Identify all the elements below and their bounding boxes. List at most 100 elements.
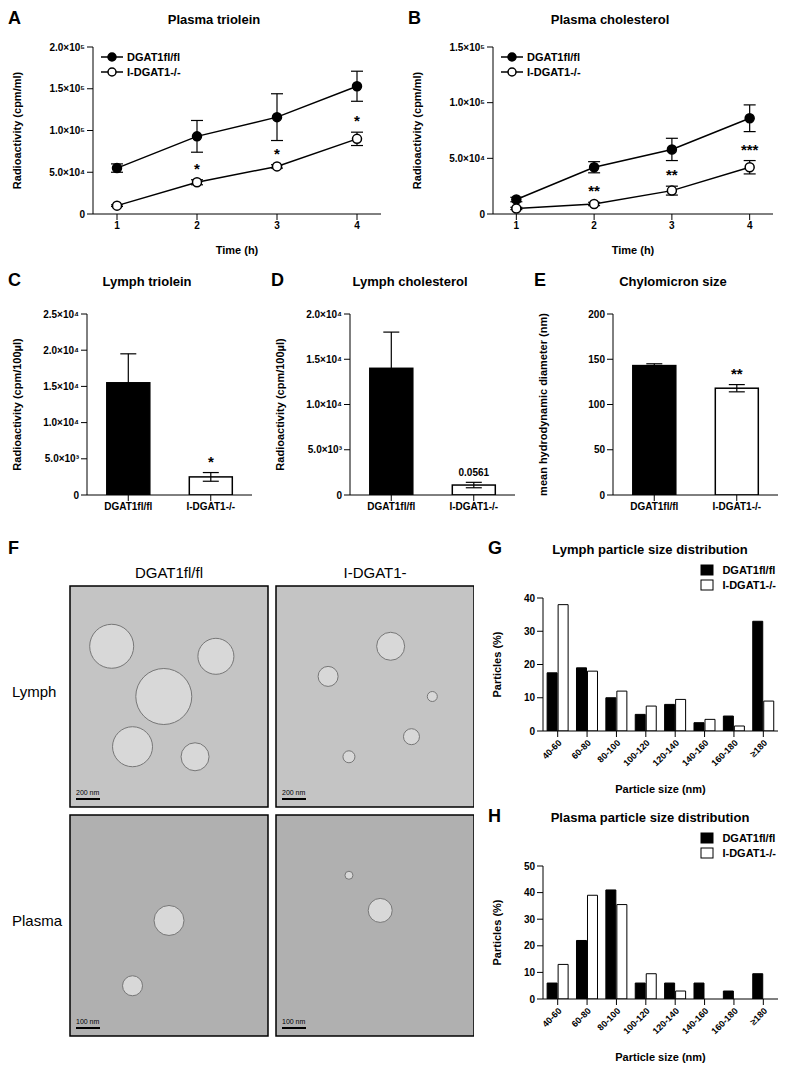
svg-text:1: 1 bbox=[114, 220, 120, 231]
svg-text:1.0×10⁴: 1.0×10⁴ bbox=[43, 417, 79, 428]
html-text:Plasma triolein: Plasma triolein bbox=[167, 12, 261, 27]
svg-text:1.0×10⁴: 1.0×10⁴ bbox=[306, 399, 342, 410]
svg-text:1.5×10⁴: 1.5×10⁴ bbox=[43, 381, 79, 392]
svg-text:Radioactivity (cpm/100µl): Radioactivity (cpm/100µl) bbox=[274, 338, 286, 471]
svg-text:*: * bbox=[208, 453, 214, 470]
svg-text:2: 2 bbox=[194, 220, 200, 231]
svg-text:0.0561: 0.0561 bbox=[459, 467, 490, 478]
svg-text:100 nm: 100 nm bbox=[76, 1018, 100, 1025]
svg-text:1: 1 bbox=[514, 220, 520, 231]
svg-text:DGAT1fl/fl: DGAT1fl/fl bbox=[104, 501, 152, 512]
svg-text:DGAT1fl/fl: DGAT1fl/fl bbox=[135, 564, 203, 581]
svg-text:4: 4 bbox=[747, 220, 753, 231]
svg-text:2.0×10⁴: 2.0×10⁴ bbox=[43, 345, 79, 356]
svg-text:Particle size (nm): Particle size (nm) bbox=[615, 783, 706, 795]
svg-text:**: ** bbox=[731, 365, 743, 382]
svg-text:100 nm: 100 nm bbox=[282, 1018, 306, 1025]
svg-text:Time (h): Time (h) bbox=[216, 244, 259, 256]
svg-text:200 nm: 200 nm bbox=[282, 789, 306, 796]
svg-text:160-180: 160-180 bbox=[709, 738, 739, 768]
svg-text:*: * bbox=[274, 145, 280, 162]
svg-text:Radioactivity (cpm/100µl): Radioactivity (cpm/100µl) bbox=[11, 338, 23, 471]
svg-text:50: 50 bbox=[594, 444, 606, 455]
svg-text:I-DGAT1-/-: I-DGAT1-/- bbox=[449, 501, 498, 512]
svg-text:20: 20 bbox=[524, 659, 536, 670]
svg-text:100-120: 100-120 bbox=[621, 738, 651, 768]
svg-text:4: 4 bbox=[354, 220, 360, 231]
svg-text:5.0×10³: 5.0×10³ bbox=[45, 453, 80, 464]
svg-text:160-180: 160-180 bbox=[709, 1006, 739, 1036]
svg-text:5.0×10³: 5.0×10³ bbox=[308, 444, 343, 455]
svg-text:5.0×10⁴: 5.0×10⁴ bbox=[49, 167, 85, 178]
svg-text:1.5×10⁵: 1.5×10⁵ bbox=[449, 42, 485, 53]
svg-text:100-120: 100-120 bbox=[621, 1006, 651, 1036]
svg-text:3: 3 bbox=[274, 220, 280, 231]
svg-text:140-160: 140-160 bbox=[680, 1006, 710, 1036]
svg-text:I-DGAT1-/-: I-DGAT1-/- bbox=[186, 501, 235, 512]
svg-text:Particles (%): Particles (%) bbox=[491, 899, 503, 965]
html-text:Lymph triolein: Lymph triolein bbox=[102, 274, 192, 289]
svg-text:30: 30 bbox=[524, 626, 536, 637]
svg-text:5.0×10⁴: 5.0×10⁴ bbox=[449, 153, 485, 164]
svg-text:2.0×10⁴: 2.0×10⁴ bbox=[306, 309, 342, 320]
svg-text:Plasma: Plasma bbox=[12, 912, 63, 929]
svg-text:40-60: 40-60 bbox=[540, 738, 563, 761]
svg-text:40: 40 bbox=[524, 887, 536, 898]
svg-text:2.5×10⁴: 2.5×10⁴ bbox=[43, 309, 79, 320]
html-text:Lymph particle size distributi: Lymph particle size distribution bbox=[552, 542, 748, 557]
svg-text:60-80: 60-80 bbox=[570, 738, 593, 761]
svg-text:DGAT1fl/fl: DGAT1fl/fl bbox=[630, 501, 678, 512]
svg-text:0: 0 bbox=[599, 490, 605, 501]
svg-text:30: 30 bbox=[524, 914, 536, 925]
svg-text:I-DGAT1-: I-DGAT1- bbox=[343, 564, 406, 581]
svg-text:80-100: 80-100 bbox=[595, 1006, 622, 1033]
svg-text:*: * bbox=[194, 160, 200, 177]
svg-text:200: 200 bbox=[588, 309, 605, 320]
svg-text:10: 10 bbox=[524, 967, 536, 978]
svg-text:0: 0 bbox=[529, 994, 535, 1005]
svg-text:0: 0 bbox=[73, 490, 79, 501]
svg-text:Lymph: Lymph bbox=[12, 683, 56, 700]
svg-text:50: 50 bbox=[524, 861, 536, 872]
svg-text:200 nm: 200 nm bbox=[76, 789, 100, 796]
svg-text:**: ** bbox=[588, 182, 600, 199]
svg-text:0: 0 bbox=[479, 209, 485, 220]
svg-text:I-DGAT1-/-: I-DGAT1-/- bbox=[712, 501, 761, 512]
svg-text:120-140: 120-140 bbox=[651, 1006, 681, 1036]
svg-text:0: 0 bbox=[79, 209, 85, 220]
svg-text:40-60: 40-60 bbox=[540, 1006, 563, 1029]
svg-text:mean hydrodynamic diameter (nm: mean hydrodynamic diameter (nm) bbox=[537, 313, 549, 496]
svg-text:≥180: ≥180 bbox=[748, 738, 769, 759]
svg-text:*: * bbox=[354, 112, 360, 129]
svg-text:***: *** bbox=[741, 141, 759, 158]
svg-text:1.5×10⁵: 1.5×10⁵ bbox=[49, 83, 85, 94]
svg-text:DGAT1fl/fl: DGAT1fl/fl bbox=[367, 501, 415, 512]
svg-text:140-160: 140-160 bbox=[680, 738, 710, 768]
svg-text:40: 40 bbox=[524, 593, 536, 604]
svg-text:1.0×10⁵: 1.0×10⁵ bbox=[49, 125, 85, 136]
svg-text:0: 0 bbox=[336, 490, 342, 501]
svg-text:0: 0 bbox=[529, 726, 535, 737]
svg-text:150: 150 bbox=[588, 354, 605, 365]
svg-text:10: 10 bbox=[524, 692, 536, 703]
svg-text:Radioactivity (cpm/ml): Radioactivity (cpm/ml) bbox=[11, 71, 23, 189]
svg-text:2: 2 bbox=[591, 220, 597, 231]
svg-text:Particle size (nm): Particle size (nm) bbox=[615, 1051, 706, 1063]
svg-text:20: 20 bbox=[524, 940, 536, 951]
svg-text:60-80: 60-80 bbox=[570, 1006, 593, 1029]
svg-text:80-100: 80-100 bbox=[595, 738, 622, 765]
svg-text:≥180: ≥180 bbox=[748, 1006, 769, 1027]
svg-text:Particles (%): Particles (%) bbox=[491, 631, 503, 697]
svg-text:2.0×10⁵: 2.0×10⁵ bbox=[49, 42, 85, 53]
svg-text:100: 100 bbox=[588, 399, 605, 410]
svg-text:1.5×10⁴: 1.5×10⁴ bbox=[306, 354, 342, 365]
svg-text:**: ** bbox=[666, 166, 678, 183]
html-text:Chylomicron size: Chylomicron size bbox=[619, 274, 727, 289]
html-text:Lymph cholesterol: Lymph cholesterol bbox=[352, 274, 468, 289]
svg-text:Time (h): Time (h) bbox=[612, 244, 655, 256]
svg-text:Radioactivity (cpm/ml): Radioactivity (cpm/ml) bbox=[411, 71, 423, 189]
svg-text:1.0×10⁵: 1.0×10⁵ bbox=[449, 97, 485, 108]
svg-text:120-140: 120-140 bbox=[651, 738, 681, 768]
html-text:Plasma cholesterol: Plasma cholesterol bbox=[550, 12, 670, 27]
svg-text:3: 3 bbox=[669, 220, 675, 231]
